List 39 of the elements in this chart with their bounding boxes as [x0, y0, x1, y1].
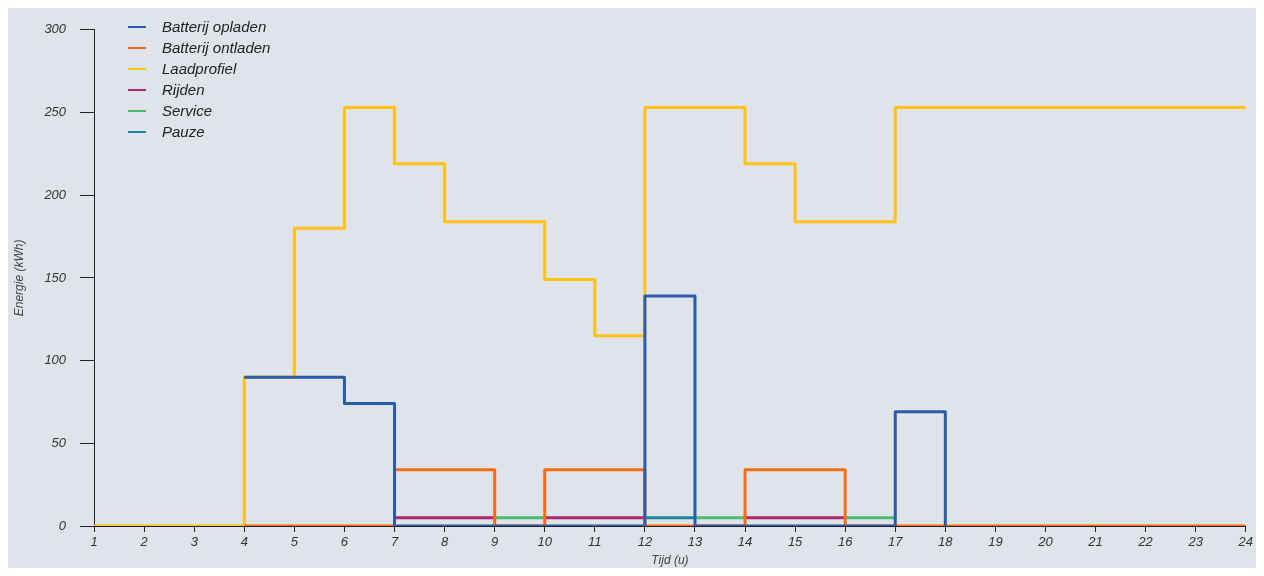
x-tick-label: 13	[687, 534, 703, 550]
x-axis-title: Tijd (u)	[651, 553, 689, 568]
y-tick-label: 100	[44, 352, 67, 368]
x-tick-label: 23	[1187, 534, 1204, 550]
x-tick-label: 8	[440, 534, 449, 550]
x-tick-label: 18	[938, 534, 954, 550]
x-tick-label: 19	[988, 534, 1003, 550]
legend-label: Rijden	[162, 81, 205, 98]
y-tick-label: 0	[58, 517, 67, 533]
x-tick-label: 3	[190, 534, 199, 550]
x-tick-label: 7	[390, 534, 399, 550]
x-tick-label: 17	[888, 534, 904, 550]
x-tick-label: 21	[1087, 534, 1103, 550]
x-tick-label: 11	[588, 534, 602, 550]
legend-label: Batterij opladen	[162, 18, 267, 35]
x-tick-label: 14	[737, 534, 753, 550]
x-tick-label: 9	[491, 534, 499, 550]
y-tick-label: 250	[43, 104, 67, 120]
x-tick-label: 24	[1237, 534, 1253, 550]
legend-label: Laadprofiel	[162, 60, 237, 77]
x-tick-label: 16	[837, 534, 854, 550]
x-tick-label: 12	[637, 534, 653, 550]
x-tick-label: 22	[1137, 534, 1154, 550]
x-tick-label: 4	[240, 534, 248, 550]
x-tick-label: 20	[1037, 534, 1054, 550]
x-tick-label: 1	[90, 534, 98, 550]
x-tick-label: 2	[139, 534, 149, 550]
legend-label: Service	[162, 102, 213, 119]
y-tick-label: 200	[43, 186, 67, 202]
y-tick-label: 150	[44, 269, 67, 285]
x-tick-label: 10	[537, 534, 553, 550]
legend-label: Batterij ontladen	[162, 39, 271, 56]
x-tick-label: 6	[340, 534, 349, 550]
legend-label: Pauze	[162, 123, 205, 140]
x-tick-label: 15	[787, 534, 804, 550]
y-axis-title: Energie (kWh)	[11, 239, 26, 317]
y-tick-label: 300	[44, 21, 67, 37]
y-tick-label: 50	[51, 434, 67, 450]
x-tick-label: 5	[290, 534, 299, 550]
